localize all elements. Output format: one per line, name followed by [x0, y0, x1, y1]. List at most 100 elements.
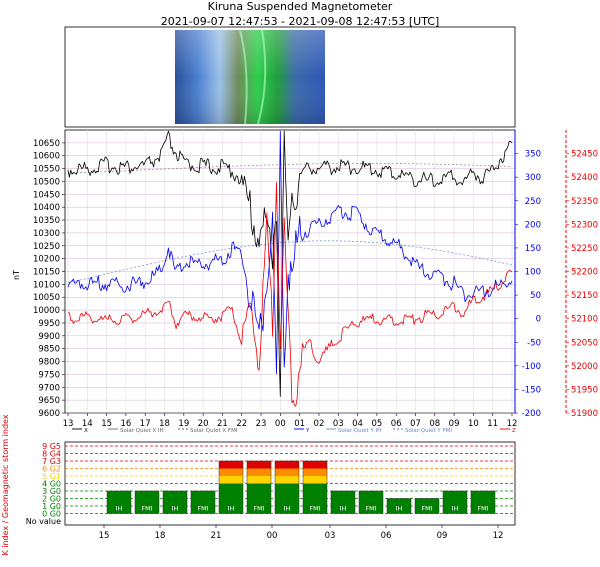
k-bar-segment [163, 491, 187, 514]
time-tick-label: 13 [63, 419, 74, 429]
red-tick-label: 52350 [571, 197, 598, 207]
k-bar-label: IH [284, 505, 291, 513]
red-tick-label: 51900 [571, 409, 598, 419]
left-tick-label: 10050 [33, 293, 60, 303]
k-bar-outline [274, 460, 300, 514]
left-tick-label: 10400 [33, 203, 60, 213]
k-bar-segment [303, 461, 327, 469]
left-tick-label: 10300 [33, 229, 60, 239]
time-tick-label: 09 [449, 419, 460, 429]
k-bar-segment [303, 468, 327, 476]
legend: X Solar Quiet X IH Solar Quiet X FMI Y Solar… [72, 428, 516, 434]
blue-tick-label: 200 [525, 220, 541, 230]
left-tick-label: 10600 [33, 152, 60, 162]
series-y-line [67, 130, 513, 375]
time-tick-label: 19 [178, 419, 189, 429]
red-tick-label: 52400 [571, 173, 598, 183]
k-bar-outline [330, 490, 356, 514]
left-tick-label: 10650 [33, 139, 60, 149]
k-bar-outline [386, 498, 412, 514]
k-bar-segment [219, 468, 243, 476]
time-tick-label: 04 [352, 419, 363, 429]
k-index-panel: IH FMI IH FMI IH FMI IH FMI IH FMI IH FMI IH FMI No v… [1, 414, 516, 556]
blue-tick-label: 100 [525, 268, 541, 278]
k-bar-segment [471, 491, 495, 514]
k-bar-outline [470, 490, 496, 514]
k-bar-segment [275, 461, 299, 469]
k-bar-outline [358, 490, 384, 514]
k-bar-outline [134, 490, 160, 514]
k-bar-label: FMI [141, 505, 152, 513]
k-tick-label: 3 G0 [42, 487, 61, 496]
plot-grid [65, 130, 515, 414]
k-bar-label: FMI [253, 505, 264, 513]
k-bar-segment [247, 461, 271, 469]
blue-tick-label: 250 [525, 197, 541, 207]
left-tick-label: 9650 [38, 396, 60, 406]
k-bar-outline [302, 460, 328, 514]
blue-tick-label: 0 [536, 315, 541, 325]
left-tick-label: 10550 [33, 165, 60, 175]
solar-quiet-y-curve [67, 240, 513, 284]
keogram-panel [64, 26, 516, 128]
k-x-tick-label: 18 [155, 531, 166, 541]
k-bar-label: IH [116, 505, 123, 513]
magnetic-field-plot: 9600965097009750980098509900995010000100… [12, 129, 598, 429]
k-tick-label: 6 G2 [42, 465, 61, 474]
time-tick-label: 21 [217, 419, 228, 429]
left-tick-label: 9750 [38, 370, 60, 380]
blue-tick-label: -200 [522, 409, 541, 419]
time-axis-ticks: 13 14 15 16 17 18 19 20 21 22 23 00 01 02 03 04 05 06 07 08… [63, 413, 517, 429]
chart-title: Kiruna Suspended Magnetometer [207, 0, 393, 13]
k-bar-label: IH [228, 505, 235, 513]
legend-label: Solar Quiet X FMI [190, 428, 238, 434]
k-x-tick-label: 15 [99, 531, 110, 541]
k-bar-outline [442, 490, 468, 514]
left-tick-label: 9600 [38, 409, 60, 419]
k-bar-segment [107, 491, 131, 514]
k-bar-outline [162, 490, 188, 514]
k-bar-label: IH [396, 505, 403, 513]
k-bar-segment [219, 483, 243, 514]
k-bar-label: FMI [421, 505, 432, 513]
k-tick-label: 9 G5 [42, 442, 61, 451]
red-tick-label: 52000 [571, 362, 598, 372]
k-bar-label: FMI [365, 505, 376, 513]
k-index-x-ticks: 15 18 21 00 03 06 09 12 [99, 525, 503, 541]
left-tick-label: 10000 [33, 306, 60, 316]
blue-tick-label: 150 [525, 244, 541, 254]
red-tick-label: 52450 [571, 150, 598, 160]
k-bar-outline [190, 490, 216, 514]
blue-tick-label: -100 [522, 362, 541, 372]
k-bar-label: IH [452, 505, 459, 513]
k-x-tick-label: 06 [381, 531, 392, 541]
left-tick-label: 9850 [38, 345, 60, 355]
time-tick-label: 03 [333, 419, 344, 429]
time-tick-label: 06 [391, 419, 402, 429]
red-tick-label: 52200 [571, 268, 598, 278]
chart-subtitle: 2021-09-07 12:47:53 - 2021-09-08 12:47:5… [160, 15, 440, 28]
k-bar-outline [218, 460, 244, 514]
k-tick-label: 8 G4 [42, 450, 61, 459]
k-bar-segment [135, 491, 159, 514]
k-index-bars: IH FMI IH FMI IH FMI IH FMI IH FMI IH FMI IH FMI [106, 460, 496, 514]
k-index-axis-label: K index / Geomagnetic storm index [1, 414, 10, 555]
k-bar-outline [246, 460, 272, 514]
red-tick-label: 52100 [571, 315, 598, 325]
time-tick-label: 22 [236, 419, 247, 429]
blue-axis-ticks: -200 -150 -100 -50 0 50 100 150 200 250 300 350 [515, 150, 541, 419]
time-tick-label: 20 [198, 419, 209, 429]
time-tick-label: 14 [82, 419, 93, 429]
k-bar-segment [219, 476, 243, 484]
time-tick-label: 07 [410, 419, 421, 429]
solar-quiet-curves [67, 163, 513, 284]
time-tick-label: 11 [487, 419, 498, 429]
time-tick-label: 16 [120, 419, 131, 429]
k-x-tick-label: 09 [437, 531, 448, 541]
k-bar-segment [331, 491, 355, 514]
k-bar-segment [443, 491, 467, 514]
left-tick-label: 9900 [38, 332, 60, 342]
k-bar-segment [415, 498, 439, 514]
left-tick-label: 10100 [33, 280, 60, 290]
